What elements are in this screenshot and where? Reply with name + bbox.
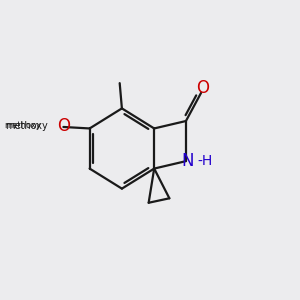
Text: O: O	[196, 79, 209, 97]
Text: methoxy: methoxy	[5, 121, 48, 131]
Text: -H: -H	[197, 154, 213, 168]
Text: O: O	[57, 117, 70, 135]
Text: methoxy: methoxy	[4, 121, 41, 130]
Text: N: N	[181, 152, 194, 170]
